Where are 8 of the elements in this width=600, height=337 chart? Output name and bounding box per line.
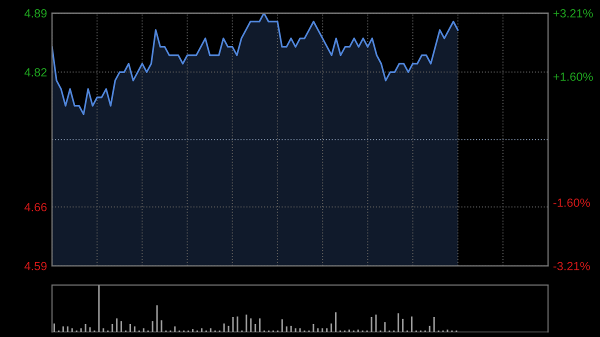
y2-tick-label: +1.60%: [553, 72, 593, 81]
y-tick-label: 4.82: [24, 68, 47, 77]
y-tick-label: 4.59: [24, 262, 47, 270]
y2-tick-label: -3.21%: [553, 262, 590, 270]
y-tick-label: 4.89: [24, 9, 47, 18]
y-tick-label: 4.66: [24, 202, 47, 212]
y2-tick-label: +3.21%: [553, 9, 593, 18]
y2-tick-label: -1.60%: [553, 198, 590, 207]
